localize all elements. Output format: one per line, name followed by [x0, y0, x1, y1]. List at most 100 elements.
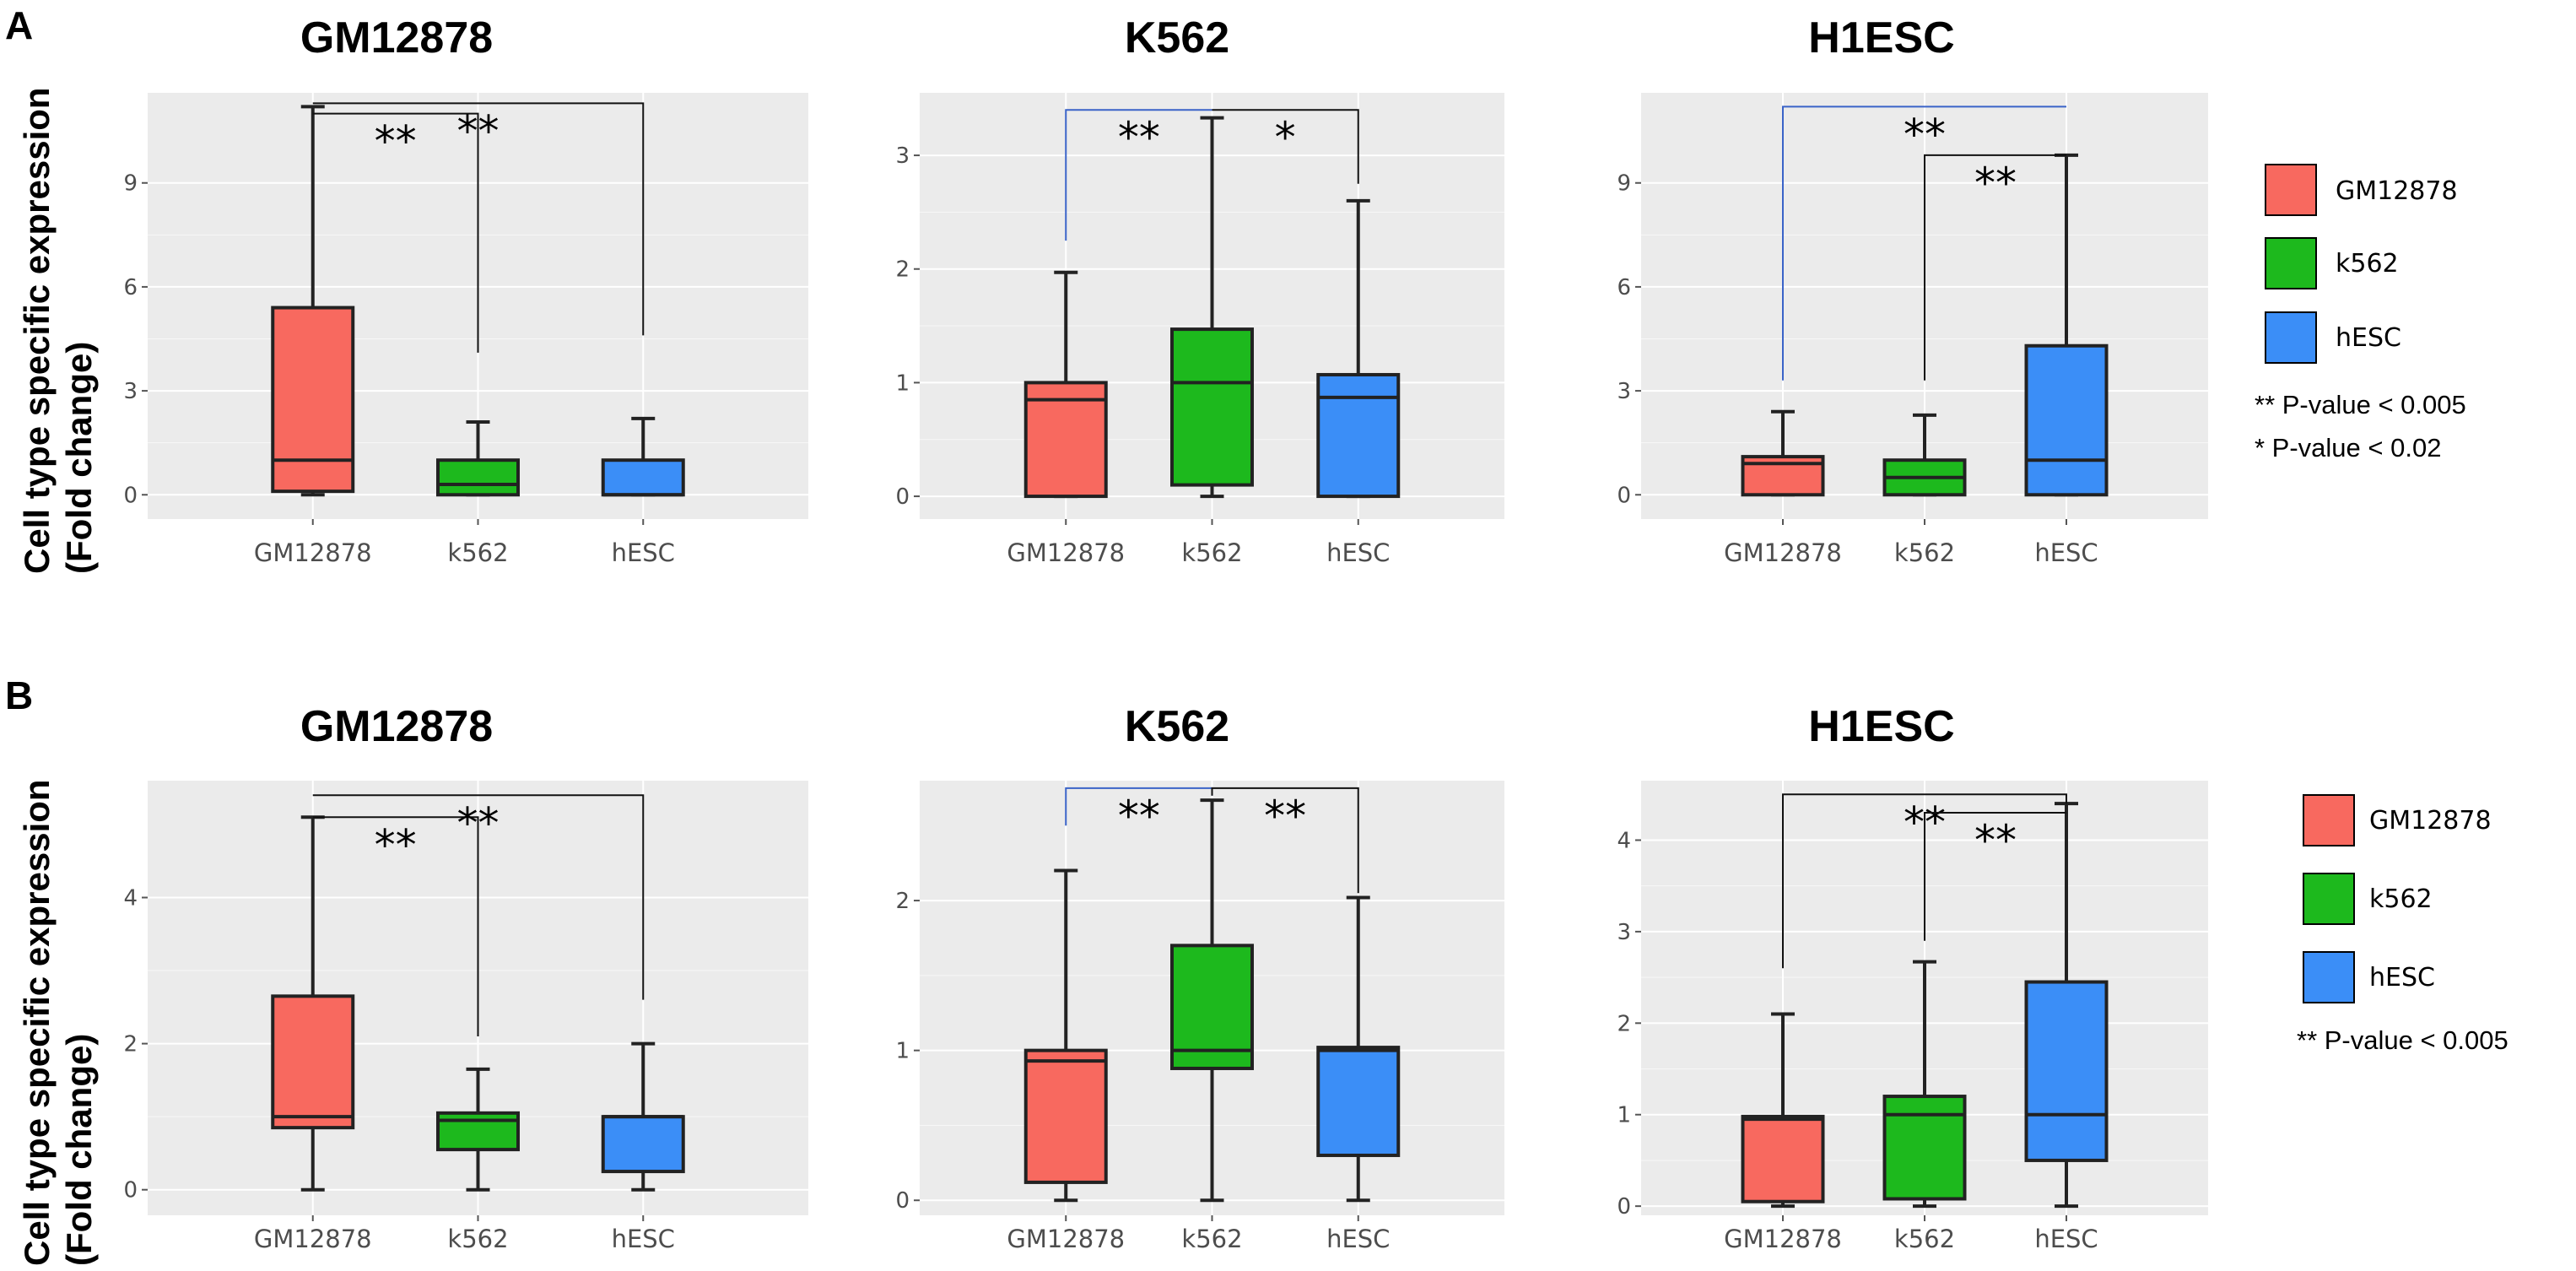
- y-tick-label: 2: [123, 1032, 138, 1057]
- x-tick-label-k562: k562: [1181, 1225, 1242, 1253]
- y-tick-label: 0: [1617, 483, 1631, 508]
- y-tick-label: 1: [895, 370, 910, 396]
- x-tick-label-hESC: hESC: [2034, 538, 2098, 567]
- significance-bracket-0: [312, 112, 479, 353]
- legend-swatch-gm12878: [2265, 164, 2317, 216]
- legend-label-gm12878: GM12878: [2369, 806, 2492, 836]
- box-k562: [1170, 327, 1254, 487]
- y-tick-label: 6: [1617, 275, 1631, 300]
- y-tick-label: 6: [123, 275, 138, 300]
- y-tick-label: 9: [1617, 171, 1631, 197]
- significance-bracket-1: [1924, 811, 2066, 941]
- y-axis-label-line2: (Fold change): [59, 342, 99, 574]
- box-plot-2: 0 3 6 9 H1ESC GM12878 k562 hESC ** **: [1617, 14, 2208, 567]
- y-axis-label-b: Cell type specific expression (Fold chan…: [17, 779, 99, 1266]
- box-GM12878: [271, 306, 355, 494]
- box-plot-4: 0 1 2 K562 GM12878 k562 hESC ** **: [895, 702, 1504, 1253]
- box-hESC: [1316, 372, 1401, 499]
- x-tick-label-k562: k562: [1894, 538, 1955, 567]
- box-plot-0: 0 3 6 9 GM12878 GM12878 k562 hESC ** **: [123, 14, 808, 567]
- x-tick-label-hESC: hESC: [2034, 1225, 2098, 1253]
- x-tick-label-GM12878: GM12878: [254, 1225, 372, 1253]
- significance-bracket-0: [1782, 793, 2067, 969]
- significance-label-0: **: [375, 820, 417, 869]
- x-tick-label-GM12878: GM12878: [254, 538, 372, 567]
- y-tick-label: 3: [895, 143, 910, 169]
- y-tick-label: 3: [123, 379, 138, 404]
- chart-title: H1ESC: [1808, 702, 1954, 751]
- significance-label-1: *: [1275, 113, 1296, 162]
- box-GM12878: [1741, 1114, 1825, 1203]
- significance-label-1: **: [1264, 792, 1306, 841]
- y-tick-label: 3: [1617, 920, 1631, 945]
- charts-layer: 0 3 6 9 GM12878 GM12878 k562 hESC ** ** 0 1 2 3 K562 GM…: [123, 14, 2208, 1253]
- significance-label-1: **: [457, 798, 500, 847]
- y-axis-label-line1: Cell type specific expression: [17, 87, 57, 574]
- legend-label-hesc: hESC: [2369, 963, 2435, 992]
- box-hESC: [2024, 343, 2109, 497]
- y-tick-label: 0: [895, 1188, 910, 1214]
- box-GM12878: [271, 994, 355, 1130]
- box-k562: [436, 458, 520, 497]
- y-axis-label-a: Cell type specific expression (Fold chan…: [17, 87, 99, 574]
- x-tick-label-hESC: hESC: [1326, 1225, 1390, 1253]
- y-tick-label: 9: [123, 171, 138, 197]
- chart-title: GM12878: [300, 702, 493, 751]
- p-value-note-double-star: ** P-value < 0.005: [2255, 390, 2466, 419]
- legend-label-hesc: hESC: [2336, 323, 2401, 353]
- y-tick-label: 4: [123, 885, 138, 911]
- chart-title: K562: [1125, 702, 1229, 751]
- x-tick-label-hESC: hESC: [612, 538, 675, 567]
- box-hESC: [601, 1115, 685, 1174]
- y-axis-label-line1: Cell type specific expression: [17, 779, 57, 1266]
- legend-a: GM12878 k562 hESC ** P-value < 0.005 * P…: [2255, 164, 2466, 462]
- significance-label-0: **: [375, 117, 417, 166]
- box-hESC: [1316, 1046, 1401, 1157]
- chart-title: GM12878: [300, 14, 493, 62]
- box-GM12878: [1023, 1048, 1108, 1184]
- legend-b: GM12878 k562 hESC ** P-value < 0.005: [2297, 794, 2508, 1055]
- significance-bracket-0: [1065, 109, 1212, 241]
- box-hESC: [601, 458, 685, 497]
- box-k562: [1882, 1095, 1967, 1201]
- y-axis-label-line2: (Fold change): [59, 1034, 99, 1266]
- significance-label-0: **: [1118, 113, 1160, 162]
- legend-swatch-k562: [2265, 237, 2317, 289]
- legend-label-k562: k562: [2369, 884, 2433, 914]
- y-tick-label: 2: [895, 257, 910, 283]
- significance-bracket-0: [1782, 105, 2066, 381]
- x-tick-label-hESC: hESC: [1326, 538, 1390, 567]
- box-GM12878: [1023, 381, 1108, 499]
- chart-title: K562: [1125, 14, 1229, 62]
- legend-label-k562: k562: [2336, 249, 2399, 279]
- significance-bracket-1: [1211, 787, 1359, 894]
- box-k562: [1170, 944, 1254, 1070]
- y-tick-label: 2: [895, 889, 910, 914]
- x-tick-label-hESC: hESC: [612, 1225, 675, 1253]
- y-tick-label: 0: [123, 1178, 138, 1203]
- y-tick-label: 2: [1617, 1011, 1631, 1036]
- x-tick-label-k562: k562: [447, 538, 508, 567]
- significance-label-1: **: [1974, 159, 2017, 208]
- p-value-note-single-star: * P-value < 0.02: [2255, 433, 2441, 462]
- significance-bracket-1: [1212, 109, 1359, 184]
- significance-label-1: **: [1974, 816, 2017, 865]
- p-value-note-double-star: ** P-value < 0.005: [2297, 1025, 2508, 1055]
- box-plot-3: 0 2 4 GM12878 GM12878 k562 hESC ** **: [123, 702, 808, 1253]
- significance-label-0: **: [1904, 110, 1946, 159]
- panel-label-a: A: [5, 3, 33, 47]
- chart-title: H1ESC: [1808, 14, 1954, 62]
- panel-label-b: B: [5, 673, 33, 717]
- significance-bracket-0: [312, 816, 479, 1036]
- y-tick-label: 3: [1617, 379, 1631, 404]
- legend-swatch-k562: [2303, 873, 2355, 925]
- box-hESC: [2024, 980, 2109, 1162]
- significance-bracket-1: [1924, 154, 2066, 381]
- y-tick-label: 1: [895, 1039, 910, 1064]
- y-tick-label: 0: [1617, 1194, 1631, 1220]
- x-tick-label-GM12878: GM12878: [1724, 1225, 1842, 1253]
- legend-swatch-hesc: [2265, 311, 2317, 364]
